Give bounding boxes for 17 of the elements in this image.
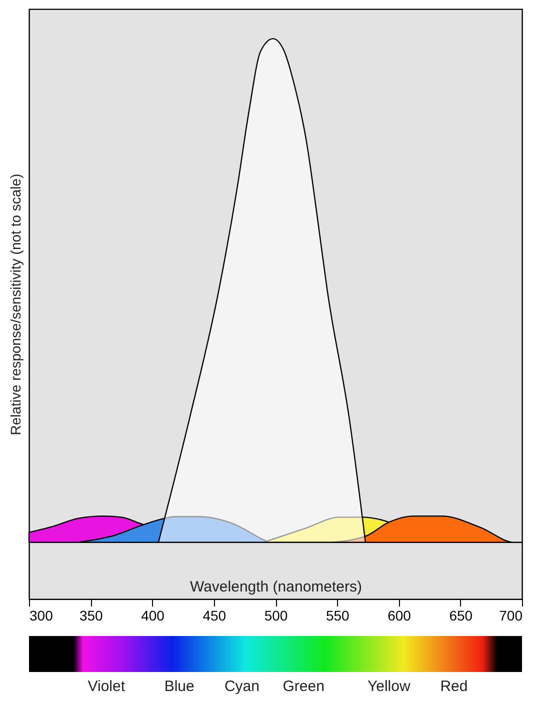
- text: Yellow: [367, 678, 410, 695]
- x-tick-label: 700: [499, 608, 523, 624]
- x-tick-label: 450: [202, 608, 226, 624]
- x-tick-label: 550: [326, 608, 350, 624]
- x-tick-label: 600: [388, 608, 412, 624]
- text: Blue: [164, 678, 194, 695]
- x-tick-label: 350: [79, 608, 104, 624]
- x-tick-label: 400: [141, 608, 165, 624]
- x-tick-label: 500: [264, 608, 288, 624]
- text: Cyan: [224, 678, 260, 695]
- x-axis-title: Wavelength (nanometers): [190, 578, 362, 596]
- text: Green: [282, 678, 324, 695]
- x-tick-label: 650: [449, 608, 473, 624]
- x-tick-label: 300: [30, 608, 54, 624]
- y-axis-title: Relative response/sensitivity (not to scale): [8, 174, 24, 436]
- text: Red: [440, 678, 468, 695]
- text: Violet: [88, 678, 126, 695]
